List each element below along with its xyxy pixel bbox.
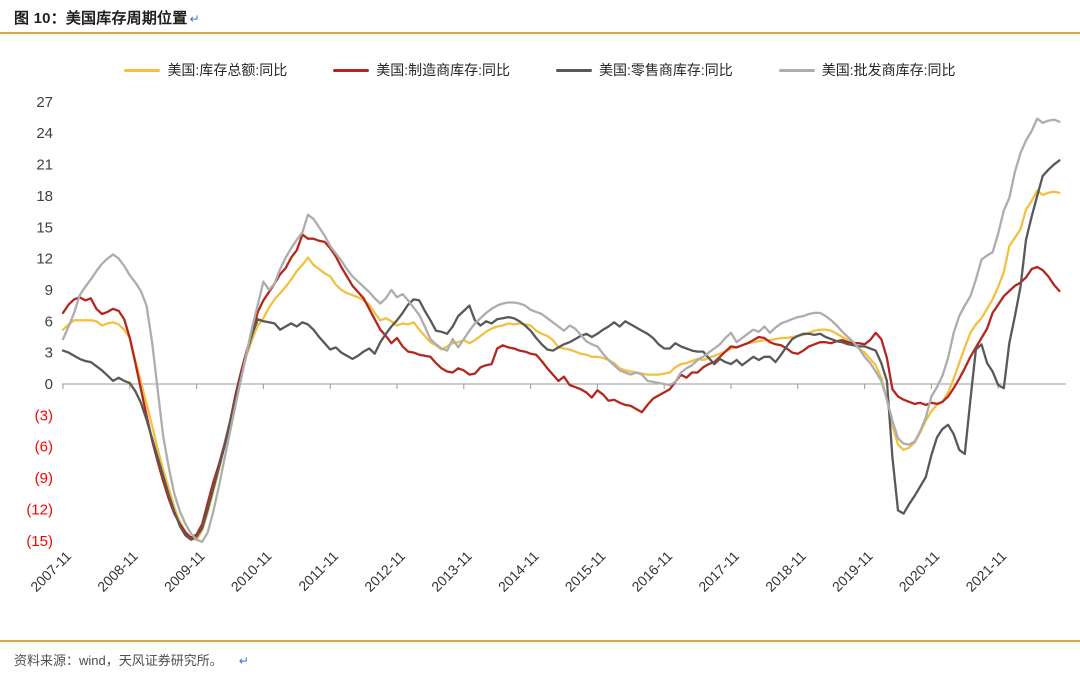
return-mark-icon: ↵ xyxy=(238,654,249,668)
source-text: 资料来源：wind，天风证券研究所。 xyxy=(14,653,223,668)
figure-title-text: 图 10：美国库存周期位置 xyxy=(14,10,188,27)
y-axis-tick-label: 9 xyxy=(45,282,53,299)
legend-item-2: 美国:零售商库存:同比 xyxy=(556,60,733,80)
series-line-3 xyxy=(61,117,1061,543)
chart-legend: 美国:库存总额:同比 美国:制造商库存:同比 美国:零售商库存:同比 美国:批发商库存… xyxy=(0,60,1080,80)
y-axis-tick-label: 15 xyxy=(36,219,53,236)
x-axis-tick-label: 2007-11 xyxy=(27,548,74,595)
legend-label: 美国:批发商库存:同比 xyxy=(821,62,956,78)
legend-label: 美国:零售商库存:同比 xyxy=(599,62,733,78)
x-axis-tick-label: 2021-11 xyxy=(962,548,1009,595)
source-note: 资料来源：wind，天风证券研究所。 ↵ xyxy=(14,650,249,669)
y-axis-tick-label: 27 xyxy=(36,94,53,111)
y-axis-tick-label: (9) xyxy=(35,470,53,487)
bottom-divider xyxy=(0,640,1080,642)
x-axis-tick-label: 2018-11 xyxy=(762,548,809,595)
y-axis-tick-label: 24 xyxy=(36,125,53,142)
legend-item-1: 美国:制造商库存:同比 xyxy=(333,60,510,80)
x-axis-tick-label: 2012-11 xyxy=(361,548,408,595)
x-axis-tick-label: 2015-11 xyxy=(562,548,609,595)
series-line-2 xyxy=(61,159,1061,541)
inventory-cycle-line-chart: (15) (12) (9) (6) (3) 0 3 6 9 12 15 18 21 24 27 2007-11… xyxy=(26,94,1066,595)
x-axis-tick-label: 2017-11 xyxy=(695,548,742,595)
x-axis-tick-label: 2020-11 xyxy=(896,548,943,595)
y-axis-tick-label: (6) xyxy=(35,439,53,456)
y-axis-tick-label: (12) xyxy=(26,501,53,518)
legend-label: 美国:库存总额:同比 xyxy=(167,62,288,78)
legend-swatch-icon xyxy=(333,68,370,72)
legend-swatch-icon xyxy=(124,68,161,72)
x-axis-tick-label: 2016-11 xyxy=(628,548,675,595)
x-axis-tick-label: 2019-11 xyxy=(829,548,876,595)
return-mark-icon: ↵ xyxy=(189,12,200,26)
legend-item-3: 美国:批发商库存:同比 xyxy=(778,60,956,80)
y-axis-tick-label: 3 xyxy=(45,345,53,362)
y-axis-tick-label: (15) xyxy=(26,533,53,550)
x-axis-tick-label: 2011-11 xyxy=(295,548,341,594)
y-axis-tick-label: 12 xyxy=(36,251,53,268)
legend-swatch-icon xyxy=(778,68,815,72)
legend-item-0: 美国:库存总额:同比 xyxy=(124,60,287,80)
figure-title: 图 10：美国库存周期位置 ↵ xyxy=(14,7,200,28)
chart-area: (15) (12) (9) (6) (3) 0 3 6 9 12 15 18 21 24 27 2007-11… xyxy=(0,90,1080,630)
x-axis-tick-label: 2009-11 xyxy=(161,548,208,595)
x-axis-tick-label: 2014-11 xyxy=(495,548,542,595)
y-axis-tick-label: 21 xyxy=(36,157,53,174)
y-axis-tick-label: (3) xyxy=(35,407,53,424)
x-axis-tick-label: 2008-11 xyxy=(94,548,141,595)
x-axis-tick-label: 2013-11 xyxy=(428,548,475,595)
y-axis-tick-label: 0 xyxy=(45,376,53,393)
legend-label: 美国:制造商库存:同比 xyxy=(376,62,510,78)
top-divider xyxy=(0,32,1080,34)
y-axis-tick-label: 18 xyxy=(36,188,53,205)
y-axis-tick-label: 6 xyxy=(45,313,53,330)
x-axis-tick-label: 2010-11 xyxy=(228,548,275,595)
legend-swatch-icon xyxy=(556,68,592,72)
